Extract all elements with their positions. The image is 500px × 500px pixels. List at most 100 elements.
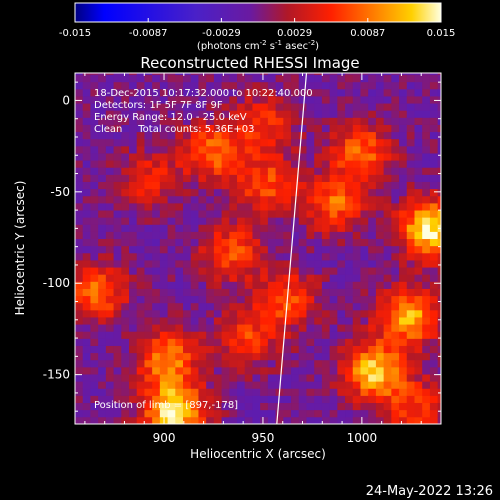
heatmap-pixel [90,124,99,133]
heatmap-pixel [121,260,130,268]
heatmap-pixel [399,81,408,90]
heatmap-pixel [391,131,400,140]
heatmap-pixel [90,338,99,346]
heatmap-pixel [159,138,168,147]
heatmap-pixel [75,145,84,154]
heatmap-pixel [352,174,361,182]
heatmap-pixel [144,274,153,282]
heatmap-pixel [144,117,153,125]
heatmap-pixel [399,309,408,318]
heatmap-pixel [152,124,161,133]
heatmap-pixel [229,267,238,275]
heatmap-pixel [275,167,284,175]
heatmap-pixel [144,402,153,411]
heatmap-pixel [183,231,192,240]
heatmap-pixel [383,395,392,404]
heatmap-pixel [383,117,392,125]
footer-timestamp: 24-May-2022 13:26 [366,484,493,499]
heatmap-pixel [75,153,84,161]
heatmap-pixel [136,110,145,118]
heatmap-pixel [129,260,138,268]
heatmap-pixel [352,281,361,289]
heatmap-pixel [345,195,354,204]
heatmap-pixel [260,195,269,204]
heatmap-pixel [260,338,269,346]
heatmap-pixel [406,366,415,375]
heatmap-pixel [198,210,207,218]
heatmap-pixel [267,153,277,161]
heatmap-pixel [422,331,431,339]
heatmap-pixel [244,288,253,297]
heatmap-pixel [260,402,269,411]
heatmap-pixel [198,73,207,76]
heatmap-pixel [183,359,192,368]
heatmap-pixel [306,352,315,361]
heatmap-pixel [352,288,361,297]
heatmap-pixel [190,281,199,289]
heatmap-pixel [229,395,238,404]
heatmap-pixel [237,338,246,346]
heatmap-pixel [345,88,354,97]
heatmap-pixel [121,131,130,140]
heatmap-pixel [252,74,261,83]
heatmap-pixel [414,217,423,225]
heatmap-pixel [406,359,415,368]
heatmap-pixel [136,288,145,297]
heatmap-pixel [375,88,385,97]
heatmap-pixel [152,381,161,389]
heatmap-pixel [345,381,354,389]
heatmap-pixel [229,366,238,375]
heatmap-pixel [329,138,338,147]
heatmap-pixel [167,309,176,318]
heatmap-pixel [321,167,331,175]
heatmap-pixel [175,145,184,154]
heatmap-pixel [90,302,99,311]
heatmap-pixel [229,281,238,289]
heatmap-pixel [136,195,145,204]
heatmap-pixel [206,302,215,311]
heatmap-pixel [399,260,408,268]
heatmap-pixel [329,252,338,261]
heatmap-pixel [291,131,300,140]
heatmap-pixel [291,188,300,197]
heatmap-pixel [437,260,441,268]
heatmap-pixel [314,245,323,254]
heatmap-pixel [337,295,346,304]
heatmap-pixel [306,138,315,147]
heatmap-pixel [260,160,269,168]
heatmap-pixel [360,224,369,232]
heatmap-pixel [314,395,323,404]
heatmap-pixel [329,302,338,311]
heatmap-pixel [337,416,346,424]
heatmap-pixel [252,88,261,97]
heatmap-pixel [399,352,408,361]
heatmap-pixel [252,260,261,268]
heatmap-pixel [429,317,439,325]
heatmap-pixel [244,88,253,97]
heatmap-pixel [298,288,307,297]
heatmap-pixel [422,245,431,254]
heatmap-pixel [190,409,199,418]
colorbar-tick-label: -0.015 [59,28,91,39]
heatmap-pixel [414,117,423,125]
heatmap-pixel [275,309,284,318]
heatmap-pixel [159,210,168,218]
heatmap-pixel [329,81,338,90]
heatmap-pixel [129,81,138,90]
heatmap-pixel [144,245,153,254]
heatmap-pixel [352,202,361,211]
heatmap-pixel [144,131,153,140]
heatmap-pixel [260,74,269,83]
heatmap-pixel [175,124,184,133]
heatmap-pixel [383,324,392,332]
heatmap-pixel [321,345,331,354]
heatmap-pixel [429,74,439,83]
heatmap-pixel [90,81,99,90]
heatmap-pixel [90,366,99,375]
heatmap-pixel [283,388,292,396]
heatmap-pixel [368,74,377,83]
heatmap-pixel [275,338,284,346]
heatmap-pixel [291,317,300,325]
heatmap-pixel [422,295,431,304]
heatmap-pixel [368,110,377,118]
